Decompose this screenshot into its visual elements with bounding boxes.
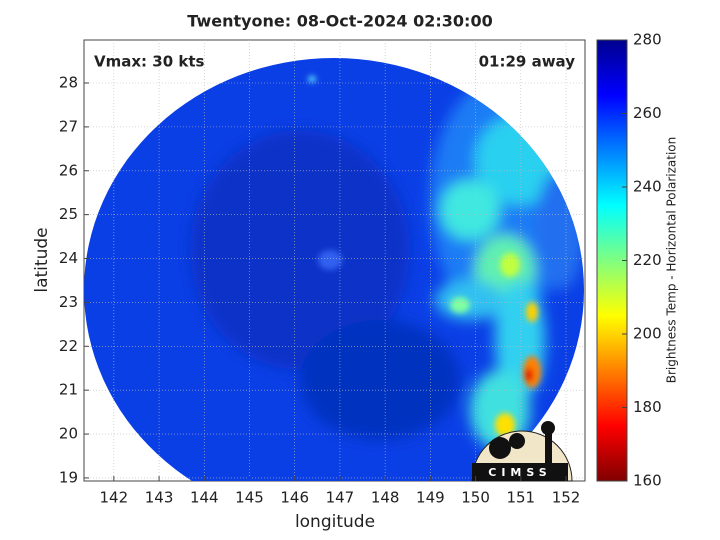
x-tick-label: 149 [416, 489, 445, 507]
colorbar-tick-label: 200 [633, 325, 662, 343]
annotation: Vmax: 30 kts [94, 53, 204, 71]
colorbar-tick-label: 160 [633, 472, 662, 490]
colorbar-label: Brightness Temp - Horizontal Polarizatio… [665, 137, 679, 384]
y-tick-label: 20 [59, 425, 78, 443]
y-tick-label: 28 [59, 74, 78, 92]
x-tick-label: 150 [461, 489, 490, 507]
x-tick-label: 142 [100, 489, 129, 507]
x-tick-label: 152 [552, 489, 581, 507]
y-axis-label: latitude [32, 227, 52, 292]
colorbar-tick-label: 180 [633, 398, 662, 416]
x-tick-label: 145 [235, 489, 264, 507]
x-tick-label: 144 [190, 489, 219, 507]
annotation: 01:29 away [479, 53, 576, 71]
x-tick-label: 143 [145, 489, 174, 507]
y-tick-label: 24 [59, 249, 78, 267]
x-tick-label: 146 [280, 489, 309, 507]
logo-text: CIMSS [488, 466, 551, 479]
y-tick-label: 23 [59, 293, 78, 311]
y-tick-label: 26 [59, 161, 78, 179]
y-tick-label: 21 [59, 381, 78, 399]
colorbar-tick-label: 260 [633, 104, 662, 122]
x-tick-label: 148 [371, 489, 400, 507]
colorbar-tick-label: 280 [633, 31, 662, 49]
logo: CIMSS [471, 421, 573, 482]
colorbar-tick-label: 240 [633, 178, 662, 196]
chart-title: Twentyone: 08-Oct-2024 02:30:00 [187, 12, 492, 31]
y-tick-label: 19 [59, 468, 78, 486]
x-tick-label: 147 [326, 489, 355, 507]
x-axis-label: longitude [295, 512, 375, 532]
x-tick-label: 151 [506, 489, 535, 507]
y-tick-label: 27 [59, 117, 78, 135]
y-tick-label: 25 [59, 205, 78, 223]
y-tick-label: 22 [59, 337, 78, 355]
colorbar-tick-label: 220 [633, 251, 662, 269]
